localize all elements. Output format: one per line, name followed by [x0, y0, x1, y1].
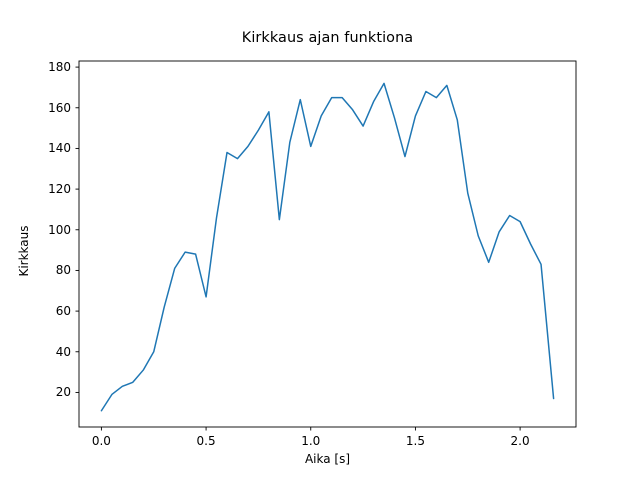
x-axis-label: Aika [s] — [304, 452, 351, 466]
y-tick-label: 60 — [55, 304, 71, 319]
x-tick-label: 1.0 — [301, 434, 321, 448]
x-tick-label: 2.0 — [510, 434, 530, 448]
y-tick-label: 100 — [48, 222, 71, 237]
y-tick-label: 140 — [48, 141, 71, 156]
x-tick-label: 1.5 — [405, 434, 425, 448]
x-tick-label: 0.0 — [91, 434, 111, 448]
data-line-kirkkaus — [100, 82, 555, 412]
x-tick-marks — [100, 427, 521, 431]
y-tick-marks — [75, 66, 79, 393]
y-axis-label: Kirkkaus — [17, 225, 31, 277]
y-tick-label: 80 — [55, 263, 71, 278]
y-tick-label: 160 — [48, 100, 71, 115]
y-tick-label: 40 — [55, 344, 71, 359]
y-tick-label: 180 — [48, 60, 71, 75]
axes-frame — [78, 60, 577, 428]
y-tick-label: 20 — [55, 385, 71, 400]
chart-title: Kirkkaus ajan funktiona — [241, 30, 414, 46]
y-tick-label: 120 — [48, 182, 71, 197]
x-tick-label: 0.5 — [196, 434, 216, 448]
